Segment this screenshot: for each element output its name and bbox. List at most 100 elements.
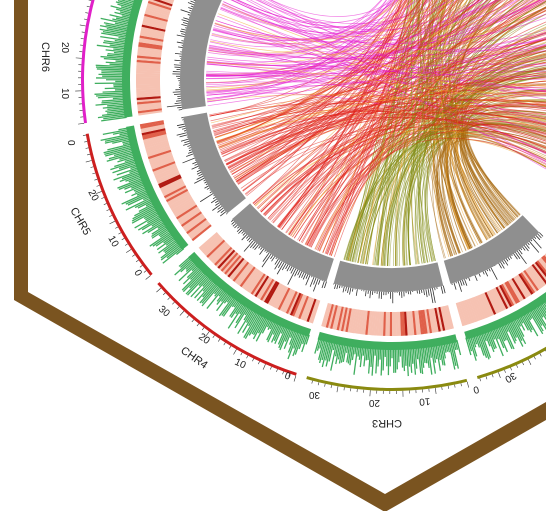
scale-tick (217, 338, 221, 342)
gc-bar (191, 264, 199, 272)
scale-tick (85, 147, 89, 149)
heatmap-cell (152, 162, 177, 174)
gc-bar (128, 176, 143, 183)
gc-bar (266, 321, 277, 341)
gc-bar (229, 300, 241, 317)
link-ribbon (317, 129, 546, 251)
gc-bar (471, 335, 477, 348)
heatmap-cell (138, 44, 163, 50)
density-spike (243, 240, 254, 252)
heatmap-cell (271, 284, 285, 308)
gc-bar (257, 316, 268, 334)
heatmap-cell (167, 192, 191, 207)
scale-tick (447, 385, 449, 389)
gc-bar (490, 328, 496, 340)
scale-tick (498, 372, 501, 378)
gc-bar (493, 327, 499, 340)
gc-bar (500, 324, 513, 350)
gc-bar (480, 332, 491, 359)
heatmap-cell (434, 307, 441, 332)
heatmap-cell (149, 155, 174, 166)
density-track-arc (180, 0, 237, 110)
heatmap-cell (440, 306, 448, 331)
density-spike (260, 247, 263, 250)
heatmap-cell (183, 214, 205, 231)
heatmap-cell (491, 288, 505, 312)
link-ribbon (445, 123, 546, 250)
heatmap-cell (445, 305, 454, 329)
heatmap-cell (142, 22, 166, 30)
link-ribbon (229, 0, 546, 95)
gc-bar (289, 329, 295, 338)
density-spike (342, 286, 345, 293)
link-ribbon (213, 0, 453, 41)
heatmap-cell (151, 159, 175, 170)
link-ribbon (211, 32, 546, 127)
density-spike (490, 267, 498, 280)
heatmap-cell (136, 79, 161, 83)
gc-bar (95, 66, 125, 69)
gc-bar (112, 130, 130, 135)
gc-bar (129, 168, 140, 174)
density-track-arc (232, 203, 334, 282)
link-ribbon (242, 0, 454, 191)
gc-bar (354, 345, 357, 355)
chr6-label: CHR6 (39, 42, 51, 72)
density-spike (309, 276, 315, 287)
heatmap-cell (149, 0, 173, 7)
gc-bar (202, 277, 212, 287)
heatmap-cell (188, 221, 210, 238)
density-spike (474, 274, 478, 282)
chr6-tick-10: 10 (59, 88, 70, 100)
gc-bar (244, 306, 251, 316)
gc-bar (325, 340, 331, 361)
gc-bar (113, 169, 140, 181)
gc-bar (216, 292, 231, 312)
heatmap-cell (422, 309, 428, 334)
gc-bar (502, 323, 515, 350)
scale-tick (118, 232, 122, 235)
gc-bar (156, 236, 176, 251)
density-spike (177, 106, 182, 109)
gc-bar (102, 90, 125, 93)
gc-bar (420, 346, 425, 368)
heatmap-cell (495, 286, 509, 310)
heatmap-cell (418, 310, 424, 335)
heatmap-cell (416, 310, 421, 335)
gc-bar (119, 11, 133, 16)
gc-bar (272, 322, 280, 335)
density-spike (313, 277, 317, 285)
heatmap-cell (160, 179, 184, 193)
heatmap-cell (321, 302, 331, 327)
heatmap-cell (136, 98, 161, 103)
density-spike (249, 241, 256, 249)
gc-bar (380, 347, 383, 376)
gc-bar (105, 24, 129, 30)
density-spike (247, 237, 251, 241)
gc-bar (136, 189, 149, 196)
density-spike (180, 138, 189, 142)
gc-bar (505, 322, 516, 344)
gc-bar (342, 343, 348, 363)
density-spike (275, 257, 277, 260)
scale-tick (196, 323, 200, 327)
heatmap-cell (207, 241, 227, 260)
density-spike (459, 280, 463, 286)
density-spike (254, 244, 259, 251)
density-spike (252, 243, 258, 249)
chr5-label: CHR5 (67, 206, 92, 238)
gc-bar (319, 338, 324, 349)
heatmap-cell (145, 9, 170, 19)
heatmap-cell (139, 37, 164, 44)
link-ribbon (237, 0, 546, 184)
link-ribbon (360, 98, 546, 264)
gc-bar (346, 344, 351, 363)
gc-bar (479, 332, 490, 360)
heatmap-cell (144, 137, 168, 147)
heatmap-cell (369, 311, 374, 336)
gc-bar (103, 144, 133, 154)
gc-bar (529, 309, 544, 332)
link-ribbon (214, 0, 499, 39)
scale-tick (233, 349, 237, 355)
gc-bar (248, 313, 262, 336)
